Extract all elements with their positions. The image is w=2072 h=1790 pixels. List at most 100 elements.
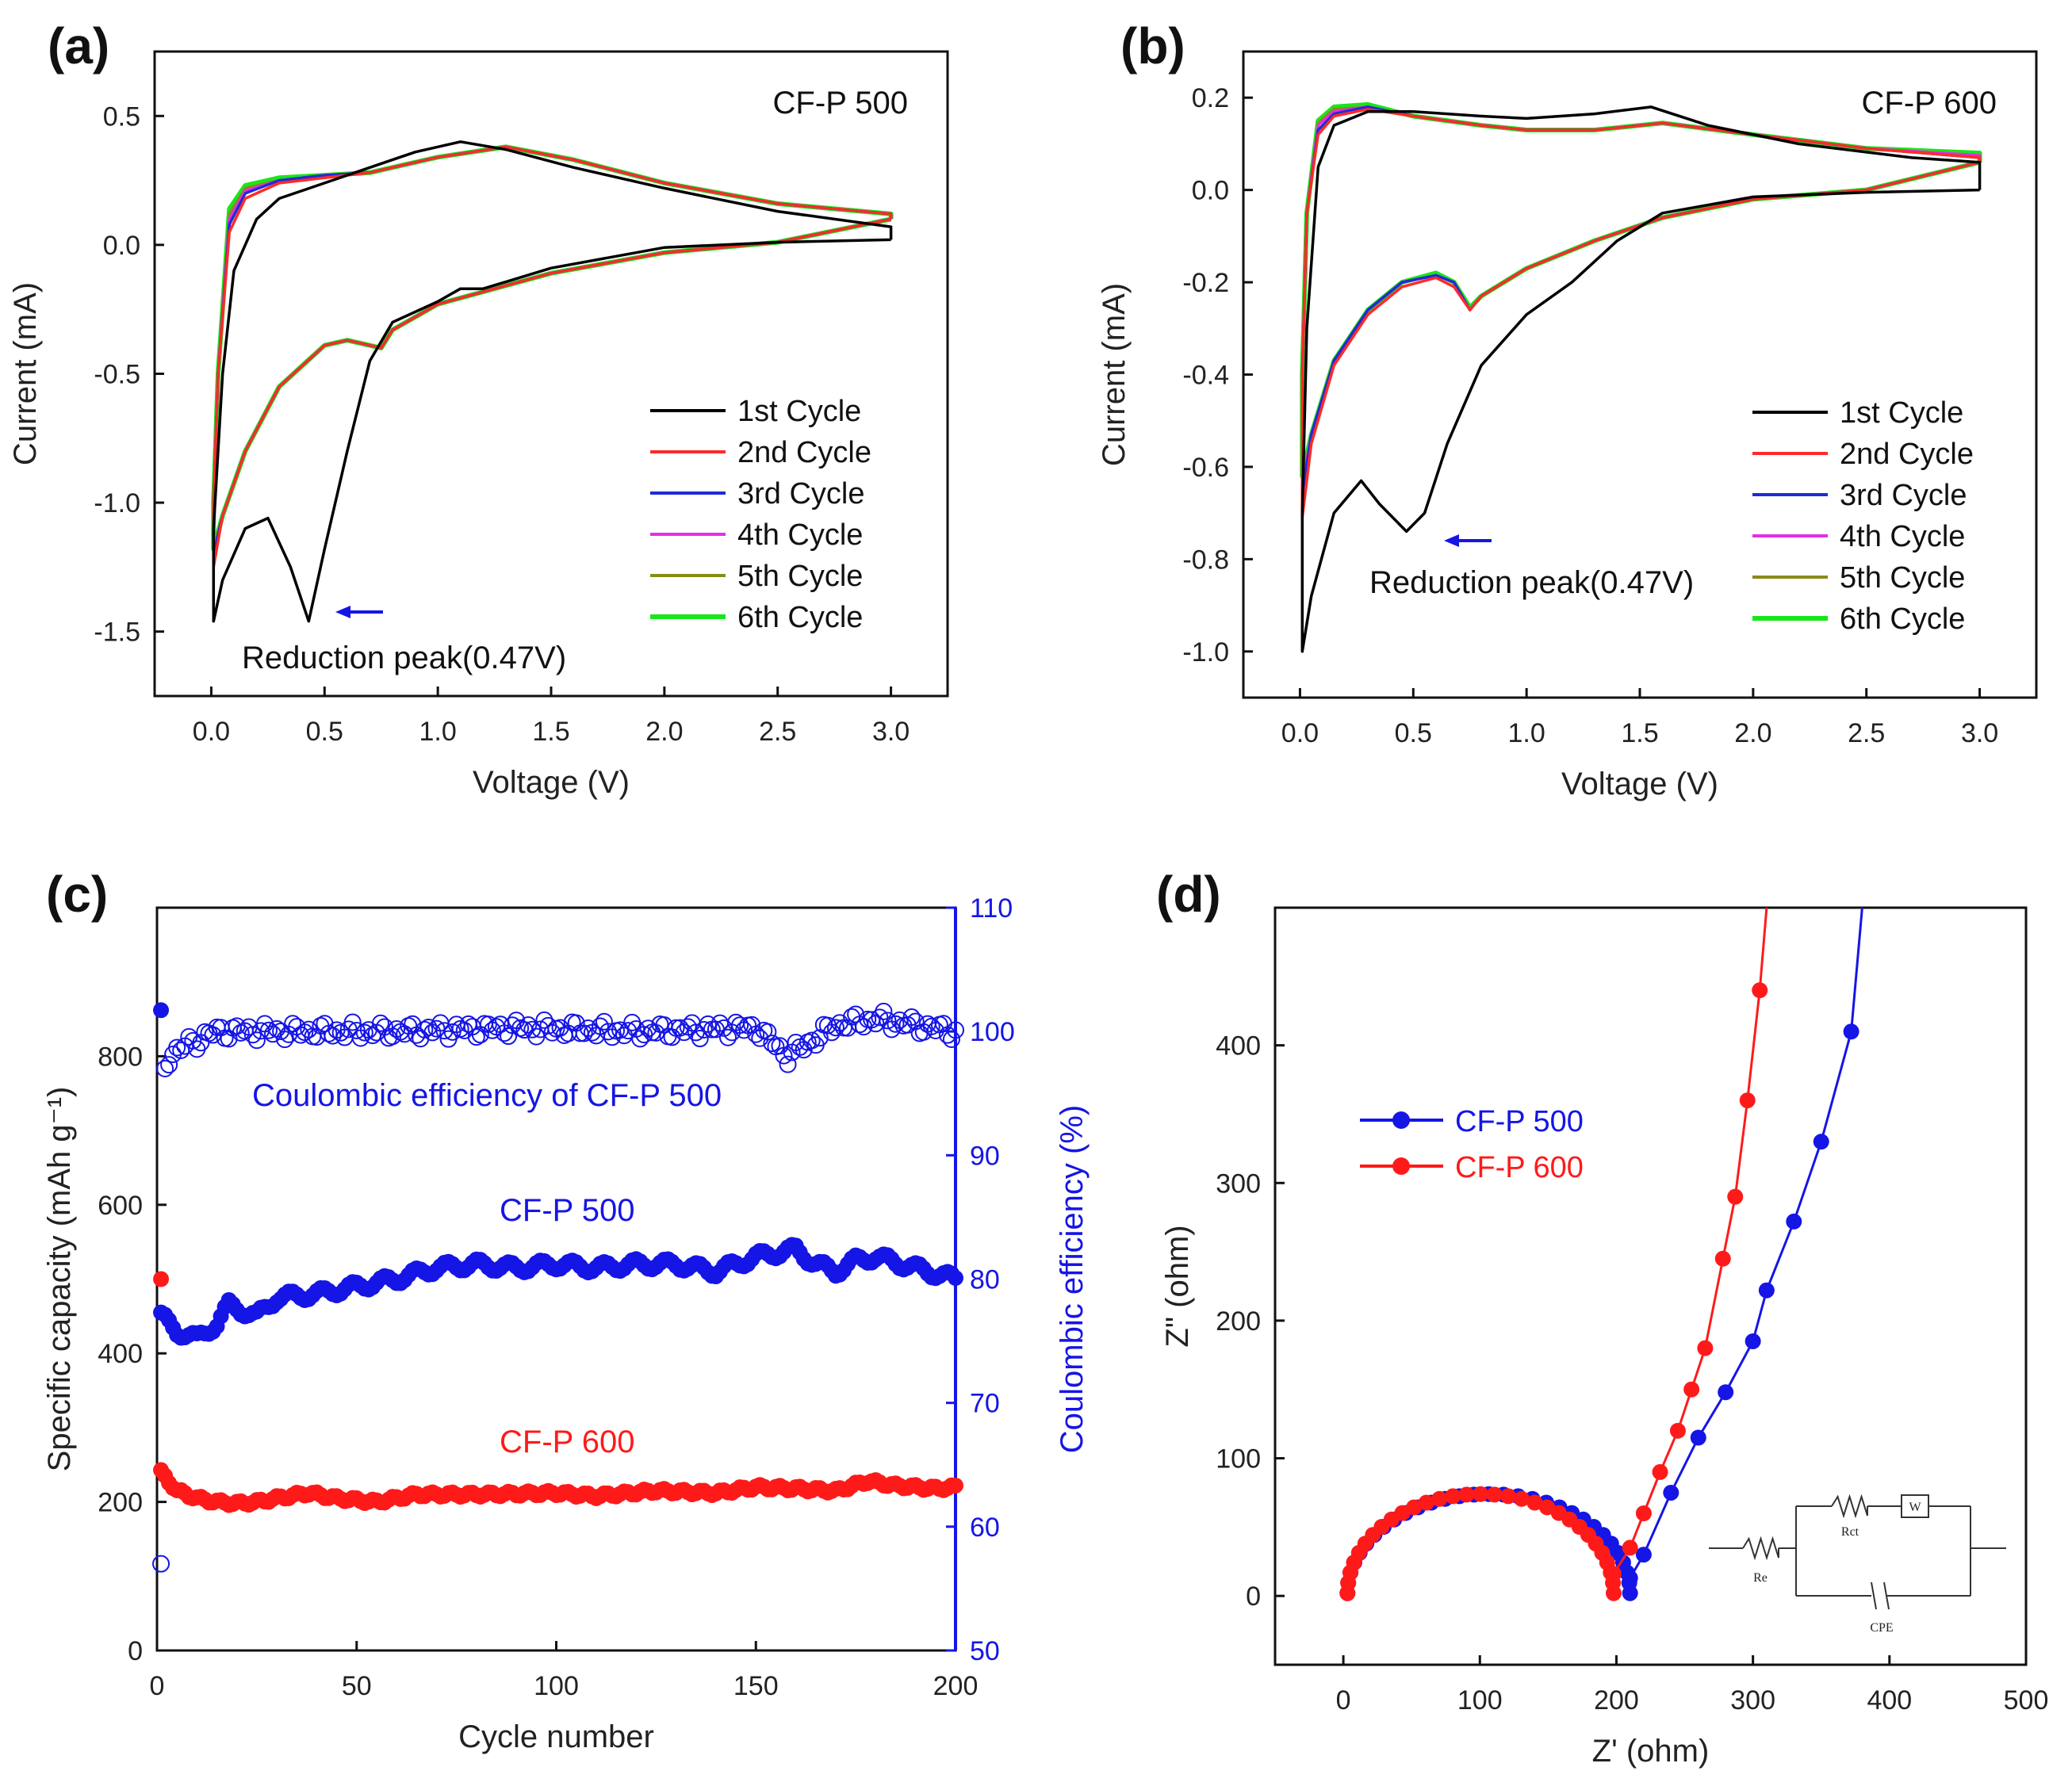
legend-label: 5th Cycle bbox=[1840, 561, 1965, 595]
ce-marker bbox=[535, 1011, 553, 1029]
ce-marker bbox=[152, 1555, 170, 1573]
nyquist-marker bbox=[1500, 1488, 1517, 1505]
y-right-axis-label: Coulombic efficiency (%) bbox=[1055, 1105, 1090, 1453]
nyquist-marker bbox=[1690, 1429, 1706, 1446]
nyquist-marker bbox=[1606, 1566, 1622, 1582]
nyquist-marker bbox=[1652, 1463, 1668, 1480]
y-tick-label: 200 bbox=[1216, 1306, 1261, 1337]
x-tick-label: 1.0 bbox=[419, 717, 457, 747]
nyquist-series-1 bbox=[1339, 908, 1863, 1601]
legend-label: 6th Cycle bbox=[1840, 602, 1965, 636]
panel-label: (a) bbox=[48, 17, 109, 75]
ce-marker bbox=[875, 1002, 893, 1020]
x-tick-label: 3.0 bbox=[1961, 718, 1998, 748]
ce-marker bbox=[259, 1021, 278, 1039]
x-axis-label: Cycle number bbox=[458, 1719, 654, 1754]
panel-a: 0.0 0.5 1.0 1.5 2.0 2.5 3.0 -1.5 -1.0 -0.5 0.0 0.5 V… bbox=[8, 17, 949, 800]
nyquist-marker bbox=[1635, 1547, 1652, 1563]
ce-marker bbox=[247, 1031, 266, 1050]
nyquist-marker bbox=[1758, 1282, 1775, 1299]
ce-marker bbox=[355, 1023, 373, 1042]
resistor-icon bbox=[1742, 1536, 1779, 1561]
y-right-tick-label: 50 bbox=[970, 1636, 1000, 1666]
y-tick-label: 300 bbox=[1216, 1168, 1261, 1199]
y-axis-label: Current (mA) bbox=[1097, 283, 1132, 466]
legend-label: 4th Cycle bbox=[1840, 520, 1965, 553]
y-tick-label: 0 bbox=[128, 1636, 143, 1666]
legend-label: 6th Cycle bbox=[737, 601, 863, 634]
y-tick-label: -0.5 bbox=[94, 360, 140, 390]
ce-marker bbox=[719, 1028, 737, 1046]
panel-d: 0 100 200 300 400 500 0 100 200 300 400 Z' (ohm) Z" … bbox=[1156, 866, 2048, 1769]
cv-curve-1 bbox=[1300, 105, 1982, 653]
nyquist-marker bbox=[1622, 1570, 1638, 1586]
ce-marker bbox=[296, 1023, 314, 1042]
nyquist-marker bbox=[1739, 1092, 1756, 1109]
x-tick-label: 0 bbox=[150, 1671, 165, 1701]
reduction-peak-annotation: Reduction peak(0.47V) bbox=[242, 641, 566, 675]
plot-title: CF-P 500 bbox=[773, 86, 908, 120]
x-tick-label: 0.5 bbox=[1395, 718, 1432, 748]
cfp600-marker bbox=[948, 1477, 963, 1494]
nyquist-marker bbox=[1526, 1494, 1543, 1511]
nyquist-marker bbox=[1813, 1134, 1829, 1150]
legend-label: 3rd Cycle bbox=[1840, 479, 1967, 512]
warburg-label: W bbox=[1909, 1501, 1921, 1514]
nyquist-marker bbox=[1514, 1490, 1530, 1507]
nyquist-marker bbox=[1697, 1340, 1714, 1356]
y-tick-label: 400 bbox=[1216, 1031, 1261, 1061]
panel-c: 0 50 100 150 200 0 200 400 600 800 Cycle number Spe… bbox=[42, 866, 1090, 1754]
nyquist-line bbox=[1346, 908, 1768, 1593]
ce-marker bbox=[180, 1027, 198, 1046]
y-tick-label: 0 bbox=[1246, 1582, 1261, 1612]
ce-marker bbox=[492, 1015, 510, 1034]
y-tick-label: 600 bbox=[98, 1191, 143, 1221]
legend-label: 5th Cycle bbox=[737, 560, 863, 593]
panel-label: (c) bbox=[46, 866, 108, 923]
ce-marker bbox=[284, 1015, 302, 1033]
nyquist-marker bbox=[1663, 1484, 1679, 1501]
x-tick-label: 1.5 bbox=[1621, 718, 1658, 748]
ce-marker bbox=[599, 1023, 617, 1041]
x-tick-label: 100 bbox=[534, 1671, 579, 1701]
legend-label: 1st Cycle bbox=[737, 395, 861, 428]
x-axis-label: Voltage (V) bbox=[1561, 767, 1718, 801]
ce-marker bbox=[619, 1022, 638, 1040]
x-tick-label: 2.5 bbox=[759, 717, 796, 747]
y-right-tick-label: 70 bbox=[970, 1389, 1000, 1419]
ce-marker bbox=[879, 1012, 897, 1030]
legend-label: CF-P 600 bbox=[1455, 1151, 1584, 1184]
y-tick-label: -1.0 bbox=[1182, 637, 1229, 667]
ce-marker bbox=[631, 1030, 649, 1048]
x-tick-label: 2.5 bbox=[1848, 718, 1885, 748]
ce-marker bbox=[775, 1046, 793, 1065]
ce-marker bbox=[671, 1019, 689, 1037]
cfp600-annotation: CF-P 600 bbox=[500, 1425, 634, 1459]
nyquist-marker bbox=[1669, 1422, 1686, 1439]
nyquist-marker bbox=[1418, 1494, 1434, 1511]
ce-marker bbox=[243, 1026, 262, 1044]
x-tick-label: 1.5 bbox=[532, 717, 569, 747]
x-tick-label: 50 bbox=[342, 1671, 372, 1701]
resistor-icon bbox=[1831, 1494, 1868, 1519]
cv-curve-1 bbox=[212, 140, 893, 623]
y-tick-label: -1.0 bbox=[94, 488, 140, 518]
legend-marker bbox=[1392, 1157, 1410, 1175]
nyquist-marker bbox=[1635, 1505, 1652, 1521]
nyquist-marker bbox=[1683, 1381, 1700, 1398]
nyquist-marker bbox=[1786, 1213, 1802, 1230]
legend-label: 4th Cycle bbox=[737, 518, 863, 552]
ce-marker bbox=[575, 1024, 593, 1042]
ce-marker bbox=[779, 1055, 797, 1073]
cv-curve-3 bbox=[1300, 105, 1982, 496]
ce-marker bbox=[519, 1015, 538, 1034]
ce-marker bbox=[343, 1013, 362, 1031]
resistor-label: Re bbox=[1753, 1571, 1768, 1585]
y-axis-label: Specific capacity (mAh g⁻¹) bbox=[42, 1087, 77, 1472]
nyquist-marker bbox=[1473, 1486, 1489, 1502]
y-right-tick-label: 90 bbox=[970, 1141, 1000, 1171]
nyquist-marker bbox=[1745, 1333, 1761, 1349]
panel-label: (b) bbox=[1120, 17, 1185, 75]
x-tick-label: 0.0 bbox=[193, 717, 230, 747]
